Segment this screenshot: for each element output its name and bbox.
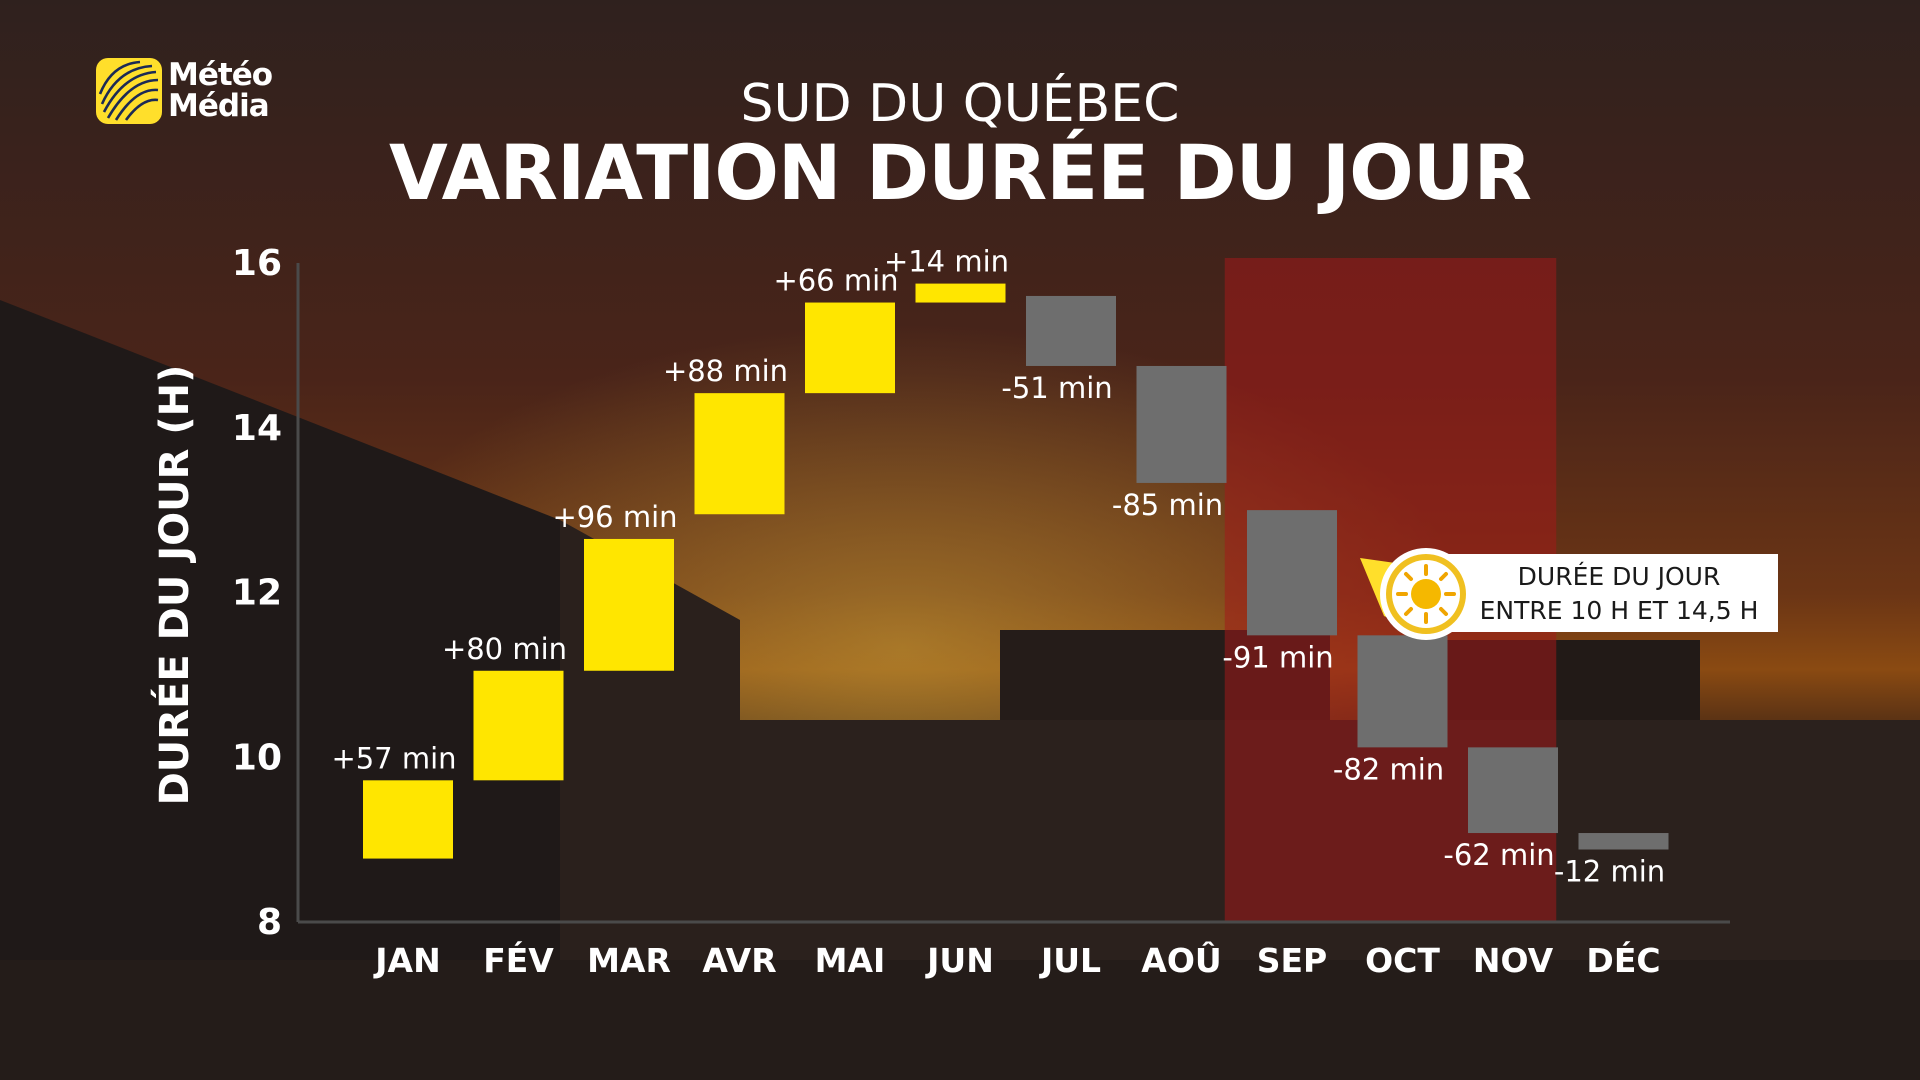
bar-oct bbox=[1357, 635, 1448, 748]
bar-nov bbox=[1468, 747, 1558, 834]
bar-jan bbox=[363, 780, 453, 859]
y-tick-label: 12 bbox=[232, 573, 282, 614]
x-tick-label: JUL bbox=[1039, 941, 1101, 980]
bar-value-label: -51 min bbox=[1001, 371, 1112, 405]
chart-axes bbox=[296, 263, 1730, 924]
bar-value-label: +80 min bbox=[442, 632, 567, 666]
x-tick-labels: JAN FÉV MAR AVR MAI JUN JUL AOÛ SEP OCT NOV DÉC bbox=[373, 940, 1660, 980]
chart-title: VARIATION DURÉE DU JOUR bbox=[389, 128, 1532, 217]
bar-déc bbox=[1578, 833, 1669, 850]
bar-jun bbox=[915, 283, 1006, 303]
bar-value-label: -82 min bbox=[1333, 752, 1444, 786]
y-tick-label: 8 bbox=[257, 902, 282, 943]
chart-bars bbox=[363, 283, 1669, 859]
x-tick-label: AOÛ bbox=[1141, 940, 1221, 980]
y-tick-label: 16 bbox=[232, 243, 282, 284]
chart-supertitle: SUD DU QUÉBEC bbox=[740, 74, 1180, 134]
brand-name-line2: Média bbox=[168, 88, 270, 124]
bar-mai bbox=[805, 302, 895, 394]
x-tick-label: NOV bbox=[1473, 941, 1554, 980]
chart-data-labels: +57 min +80 min +96 min +88 min +66 min+14 m… bbox=[331, 245, 1665, 889]
daylight-annotation: DURÉE DU JOUR ENTRE 10 H ET 14,5 H bbox=[1356, 546, 1786, 640]
annotation-line1: DURÉE DU JOUR bbox=[1517, 562, 1721, 591]
bar-value-label: +14 min bbox=[884, 245, 1009, 279]
bar-value-label: -12 min bbox=[1554, 855, 1665, 889]
x-tick-label: JAN bbox=[373, 941, 440, 980]
bar-value-label: -91 min bbox=[1222, 640, 1333, 674]
bar-mar bbox=[584, 538, 674, 671]
x-tick-label: FÉV bbox=[483, 940, 554, 980]
bar-fév bbox=[473, 670, 564, 781]
x-tick-label: DÉC bbox=[1586, 940, 1660, 980]
bar-value-label: -85 min bbox=[1112, 488, 1223, 522]
x-tick-label: OCT bbox=[1365, 941, 1440, 980]
x-tick-label: MAI bbox=[815, 941, 886, 980]
bar-sep bbox=[1247, 510, 1337, 636]
x-tick-label: SEP bbox=[1257, 941, 1328, 980]
annotation-line2: ENTRE 10 H ET 14,5 H bbox=[1479, 596, 1759, 625]
bar-jul bbox=[1026, 295, 1116, 366]
y-tick-label: 14 bbox=[232, 408, 282, 449]
y-tick-labels: 8 10 12 14 16 bbox=[232, 243, 282, 943]
y-axis-label: DURÉE DU JOUR (H) bbox=[150, 365, 198, 806]
x-tick-label: AVR bbox=[702, 941, 776, 980]
y-tick-label: 10 bbox=[232, 737, 282, 778]
bar-value-label: +57 min bbox=[331, 741, 456, 775]
bar-value-label: -62 min bbox=[1443, 838, 1554, 872]
bar-value-label: +66 min bbox=[773, 264, 898, 298]
meteomedia-logo: Météo Média bbox=[96, 56, 296, 128]
globe-icon bbox=[96, 58, 162, 124]
annotation-box: DURÉE DU JOUR ENTRE 10 H ET 14,5 H bbox=[1426, 554, 1778, 632]
bar-value-label: +88 min bbox=[663, 354, 788, 388]
bar-value-label: +96 min bbox=[552, 500, 677, 534]
bar-avr bbox=[694, 393, 785, 515]
bar-aoû bbox=[1136, 365, 1227, 483]
brand-name-line1: Météo bbox=[168, 57, 273, 93]
x-tick-label: JUN bbox=[925, 941, 994, 980]
sun-icon bbox=[1360, 548, 1472, 640]
x-tick-label: MAR bbox=[587, 941, 671, 980]
